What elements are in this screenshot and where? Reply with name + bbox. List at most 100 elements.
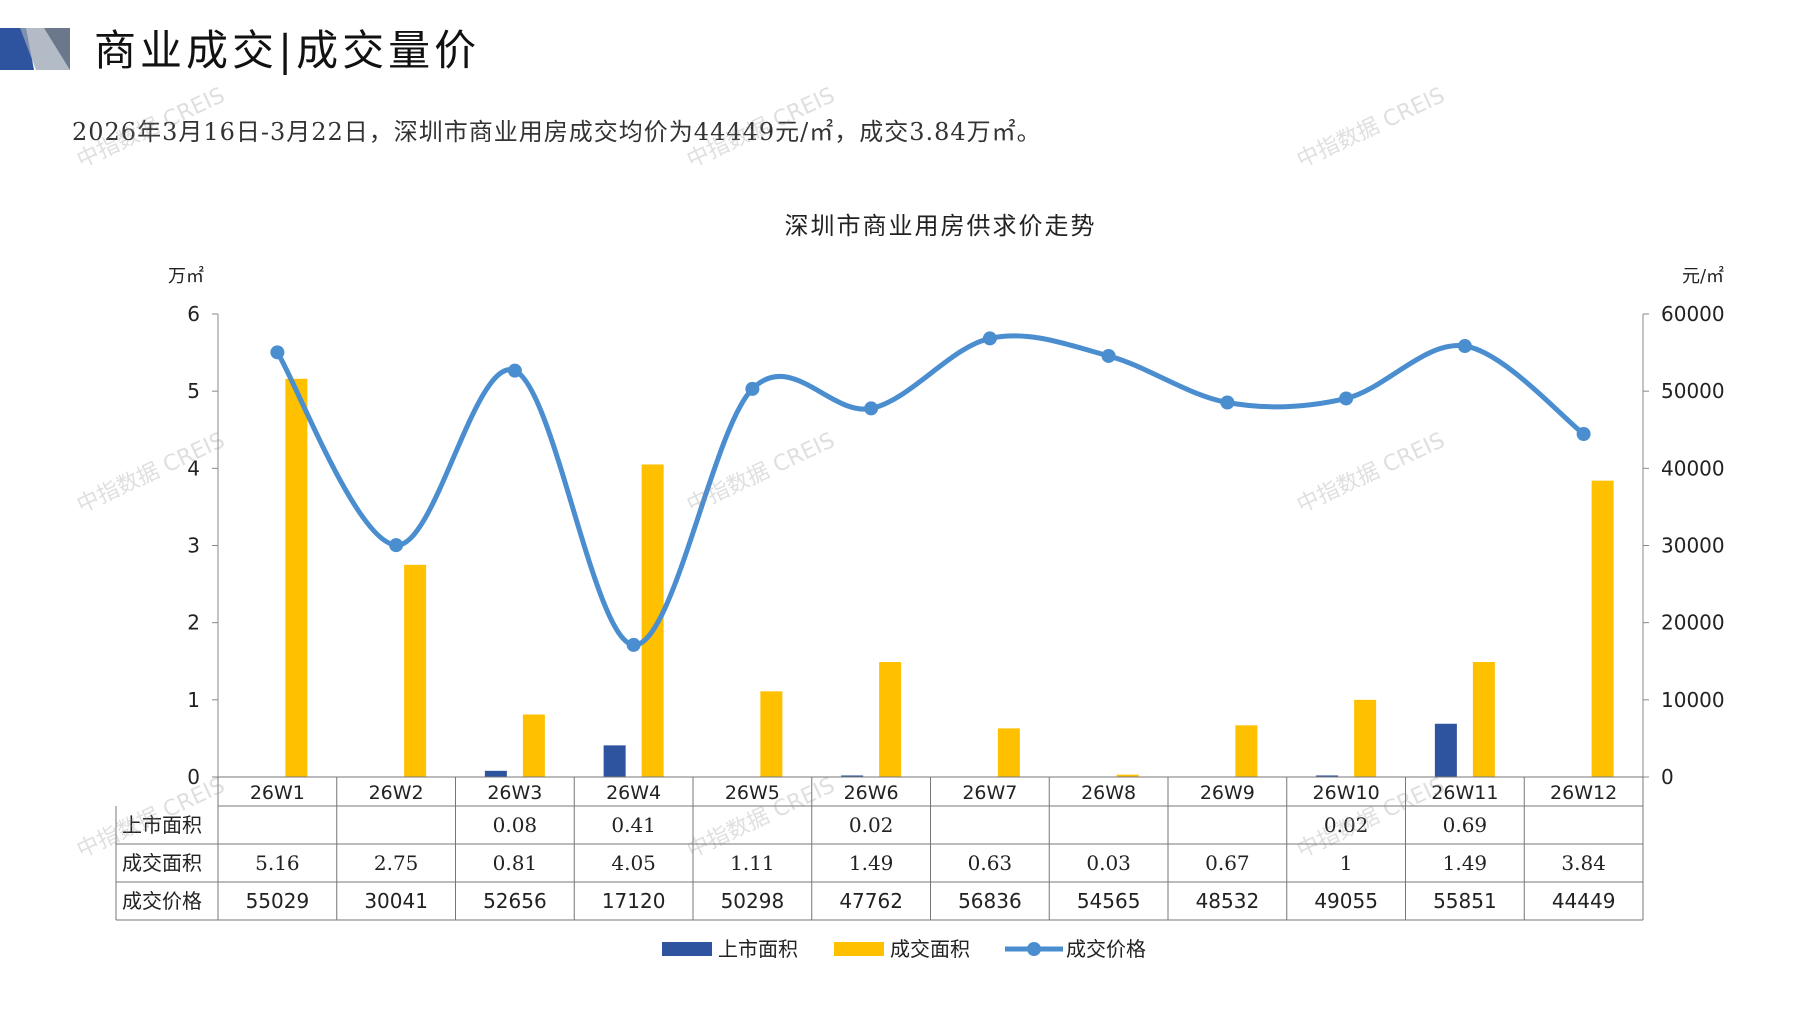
right-tick-label: 40000 <box>1661 456 1725 480</box>
supply-data-label: 0.02 <box>1324 813 1369 837</box>
price-point <box>270 345 285 360</box>
deal-area-data-label: 1 <box>1340 851 1353 875</box>
category-label: 26W8 <box>1081 782 1136 804</box>
left-tick-label: 6 <box>187 302 200 326</box>
left-tick-label: 0 <box>187 765 200 789</box>
page-title: 商业成交|成交量价 <box>94 26 481 75</box>
price-data-label: 55029 <box>246 889 310 913</box>
left-tick-label: 3 <box>187 534 200 558</box>
price-point <box>507 363 522 378</box>
price-point <box>1576 427 1591 442</box>
left-tick-label: 5 <box>187 379 200 403</box>
legend-swatch-deal-area <box>834 942 884 956</box>
logo-icon <box>0 28 70 70</box>
deal-area-data-label: 0.63 <box>968 851 1013 875</box>
deal-area-bar <box>1591 480 1614 777</box>
supply-row-label: 上市面积 <box>122 813 202 837</box>
category-label: 26W11 <box>1431 782 1498 804</box>
deal-area-data-label: 5.16 <box>255 851 300 875</box>
left-axis-unit: 万㎡ <box>168 265 204 287</box>
category-label: 26W4 <box>606 782 661 804</box>
deal-area-bar <box>522 714 545 777</box>
right-tick-label: 0 <box>1661 765 1674 789</box>
deal-area-bar <box>1116 774 1139 777</box>
deal-area-row-label: 成交面积 <box>122 851 202 875</box>
deal-area-data-label: 0.67 <box>1205 851 1250 875</box>
deal-area-data-label: 0.81 <box>493 851 538 875</box>
deal-area-data-label: 2.75 <box>374 851 419 875</box>
deal-area-bar <box>404 564 427 777</box>
price-data-label: 54565 <box>1077 889 1141 913</box>
deal-area-data-label: 4.05 <box>611 851 656 875</box>
price-point <box>745 381 760 396</box>
legend-label-deal-area: 成交面积 <box>890 937 970 961</box>
price-point <box>1339 391 1354 406</box>
left-tick-label: 2 <box>187 611 200 635</box>
supply-bar <box>1434 723 1457 777</box>
deal-area-bar <box>285 378 308 777</box>
price-point <box>982 331 997 346</box>
price-data-label: 47762 <box>839 889 903 913</box>
price-point <box>864 401 879 416</box>
price-data-label: 17120 <box>602 889 666 913</box>
deal-area-bar <box>1235 725 1258 777</box>
category-label: 26W1 <box>250 782 305 804</box>
price-point <box>1101 348 1116 363</box>
legend-label-price: 成交价格 <box>1066 937 1146 961</box>
right-tick-label: 50000 <box>1661 379 1725 403</box>
supply-data-label: 0.41 <box>611 813 656 837</box>
supply-data-label: 0.02 <box>849 813 894 837</box>
deal-area-bar <box>641 464 664 777</box>
category-label: 26W5 <box>725 782 780 804</box>
right-tick-label: 20000 <box>1661 611 1725 635</box>
supply-data-label: 0.69 <box>1443 813 1488 837</box>
header: 商业成交|成交量价 <box>0 22 1797 80</box>
deal-area-data-label: 3.84 <box>1561 851 1606 875</box>
supply-bar <box>603 745 626 777</box>
legend-label-supply: 上市面积 <box>718 937 798 961</box>
price-data-label: 50298 <box>721 889 785 913</box>
price-point <box>1220 395 1235 410</box>
summary-text: 2026年3月16日-3月22日，深圳市商业用房成交均价为44449元/㎡，成交… <box>72 118 1042 146</box>
price-data-label: 44449 <box>1552 889 1616 913</box>
deal-area-data-label: 1.49 <box>849 851 894 875</box>
price-data-label: 48532 <box>1196 889 1260 913</box>
deal-area-bar <box>760 691 783 777</box>
right-tick-label: 30000 <box>1661 534 1725 558</box>
deal-area-data-label: 1.11 <box>730 851 775 875</box>
legend-swatch-supply <box>662 942 712 956</box>
price-data-label: 56836 <box>958 889 1022 913</box>
legend-marker-price <box>1027 942 1041 956</box>
right-tick-label: 60000 <box>1661 302 1725 326</box>
left-tick-label: 1 <box>187 688 200 712</box>
price-row-label: 成交价格 <box>122 889 202 913</box>
price-point <box>389 538 404 553</box>
category-label: 26W9 <box>1200 782 1255 804</box>
supply-bar <box>841 775 864 777</box>
supply-bar <box>484 770 507 777</box>
chart-title: 深圳市商业用房供求价走势 <box>785 212 1097 240</box>
right-axis-unit: 元/㎡ <box>1682 265 1724 287</box>
deal-area-bar <box>879 662 902 777</box>
supply-bar <box>1316 775 1339 777</box>
price-data-label: 52656 <box>483 889 547 913</box>
price-data-label: 49055 <box>1314 889 1378 913</box>
price-data-label: 55851 <box>1433 889 1497 913</box>
category-label: 26W6 <box>844 782 899 804</box>
price-line <box>275 333 1586 648</box>
category-label: 26W7 <box>962 782 1017 804</box>
price-point <box>1457 339 1472 354</box>
deal-area-bar <box>1354 699 1377 777</box>
category-label: 26W2 <box>369 782 424 804</box>
price-data-label: 30041 <box>364 889 428 913</box>
supply-data-label: 0.08 <box>493 813 538 837</box>
category-label: 26W12 <box>1550 782 1617 804</box>
category-label: 26W3 <box>487 782 542 804</box>
price-point <box>626 637 641 652</box>
right-tick-label: 10000 <box>1661 688 1725 712</box>
deal-area-bar <box>1472 662 1495 777</box>
category-label: 26W10 <box>1313 782 1380 804</box>
deal-area-data-label: 1.49 <box>1443 851 1488 875</box>
left-tick-label: 4 <box>187 456 200 480</box>
